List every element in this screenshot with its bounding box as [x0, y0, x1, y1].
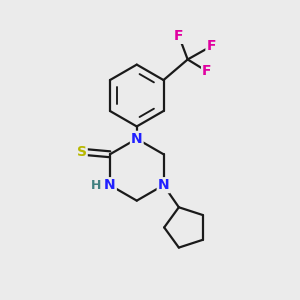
Text: N: N — [131, 132, 142, 146]
Text: N: N — [158, 178, 169, 192]
Text: F: F — [206, 39, 216, 53]
Text: F: F — [202, 64, 212, 78]
Text: S: S — [77, 145, 87, 159]
Text: F: F — [174, 29, 184, 43]
Text: H: H — [91, 179, 101, 192]
Text: N: N — [104, 178, 116, 192]
